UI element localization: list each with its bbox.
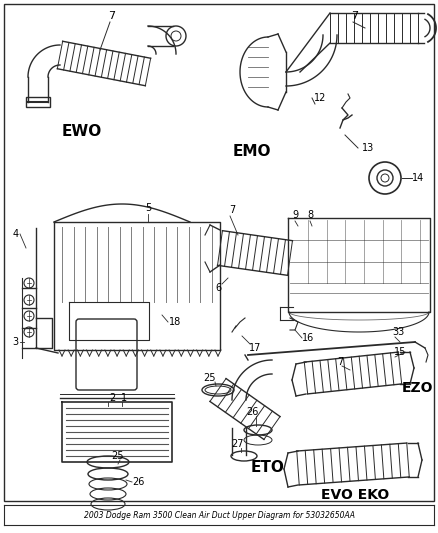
Text: EMO: EMO (233, 144, 271, 159)
Bar (26, 97, 50, 107)
Text: 26: 26 (246, 407, 258, 417)
Text: 7: 7 (109, 11, 116, 21)
Text: EWO: EWO (62, 125, 102, 140)
Text: 16: 16 (302, 333, 314, 343)
Text: 12: 12 (314, 93, 326, 103)
Text: 25: 25 (204, 373, 216, 383)
Text: ETO: ETO (251, 461, 285, 475)
Text: 2003 Dodge Ram 3500 Clean Air Duct Upper Diagram for 53032650AA: 2003 Dodge Ram 3500 Clean Air Duct Upper… (84, 512, 354, 521)
Text: 6: 6 (215, 283, 221, 293)
Text: 26: 26 (132, 477, 144, 487)
Text: 15: 15 (394, 347, 406, 357)
Text: 1: 1 (121, 393, 127, 403)
Text: 2: 2 (109, 393, 115, 403)
Text: 3: 3 (12, 337, 18, 347)
Text: 17: 17 (249, 343, 261, 353)
Text: 18: 18 (169, 317, 181, 327)
Text: 25: 25 (112, 451, 124, 461)
Text: 4: 4 (13, 229, 19, 239)
Text: 7: 7 (229, 205, 235, 215)
Text: 13: 13 (362, 143, 374, 153)
Text: 33: 33 (392, 327, 404, 337)
Text: EVO EKO: EVO EKO (321, 488, 389, 502)
Text: 14: 14 (412, 173, 424, 183)
Text: 27: 27 (232, 439, 244, 449)
Text: EZO: EZO (402, 381, 434, 395)
Text: 9: 9 (292, 210, 298, 220)
Text: 7: 7 (337, 357, 343, 367)
Text: 7: 7 (351, 11, 359, 21)
Text: 5: 5 (145, 203, 151, 213)
Text: 8: 8 (307, 210, 313, 220)
